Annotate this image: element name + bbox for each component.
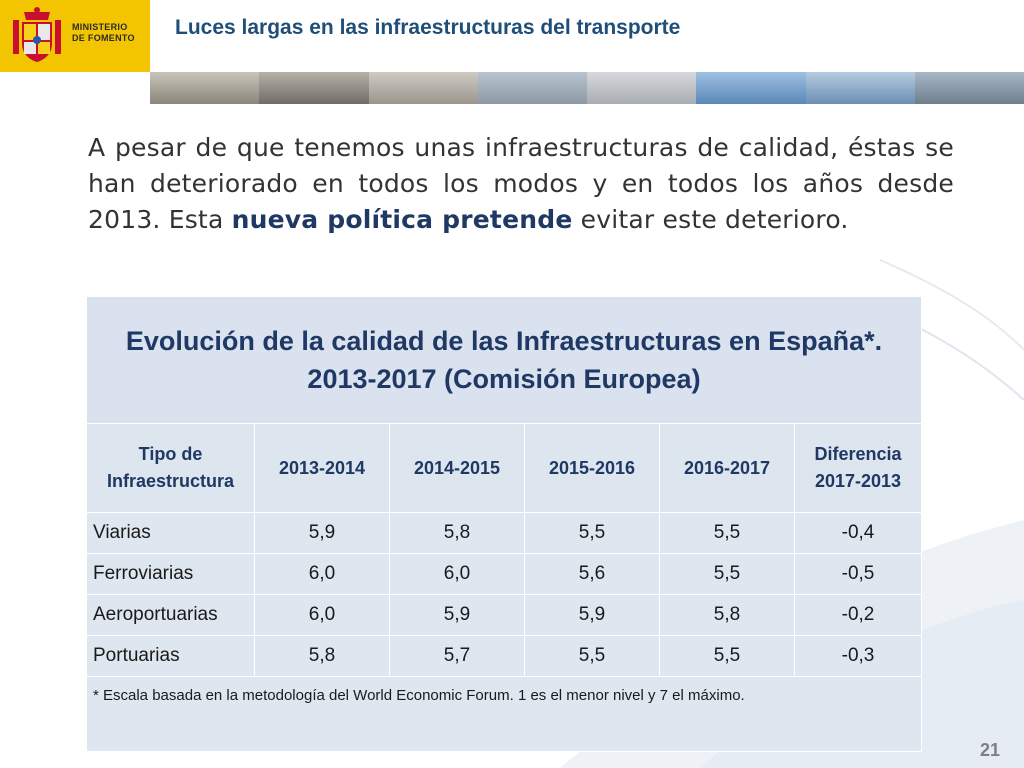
- page-number: 21: [979, 740, 1000, 760]
- table-row: Aeroportuarias 6,0 5,9 5,9 5,8 -0,2: [86, 594, 922, 636]
- table-cell: -0,5: [794, 553, 922, 595]
- ministry-line-1: MINISTERIO: [72, 22, 128, 32]
- intro-text-start: A pesar de que tenemos unas infraestruct…: [88, 133, 954, 234]
- intro-text-end: evitar este deterioro.: [572, 205, 849, 234]
- table-header-row: Tipo de Infraestructura 2013-2014 2014-2…: [86, 423, 922, 513]
- table-cell: 5,5: [659, 635, 795, 677]
- table-cell: 5,8: [389, 512, 525, 554]
- header-2016-2017: 2016-2017: [659, 423, 795, 513]
- row-label: Portuarias: [86, 635, 255, 677]
- coat-of-arms-icon: [13, 7, 61, 62]
- table-cell: -0,4: [794, 512, 922, 554]
- header-difference: Diferencia 2017-2013: [794, 423, 922, 513]
- table-cell: 5,9: [254, 512, 390, 554]
- table-cell: 5,6: [524, 553, 660, 595]
- table-cell: 5,9: [524, 594, 660, 636]
- row-label: Viarias: [86, 512, 255, 554]
- table-cell: 5,5: [524, 635, 660, 677]
- page-title: Luces largas en las infraestructuras del…: [175, 16, 681, 39]
- table-row: Ferroviarias 6,0 6,0 5,6 5,5 -0,5: [86, 553, 922, 595]
- table-footnote: * Escala basada en la metodología del Wo…: [86, 676, 922, 752]
- table-cell: 5,8: [254, 635, 390, 677]
- table-cell: -0,3: [794, 635, 922, 677]
- row-label: Ferroviarias: [86, 553, 255, 595]
- header-photo-strip: [150, 72, 1024, 104]
- ministry-logo: MINISTERIO DE FOMENTO: [0, 0, 150, 72]
- table-cell: 6,0: [389, 553, 525, 595]
- table-cell: -0,2: [794, 594, 922, 636]
- intro-bold-text: nueva política pretende: [231, 205, 573, 234]
- header-2013-2014: 2013-2014: [254, 423, 390, 513]
- table-cell: 5,5: [524, 512, 660, 554]
- header-2014-2015: 2014-2015: [389, 423, 525, 513]
- table-cell: 6,0: [254, 594, 390, 636]
- table-title: Evolución de la calidad de las Infraestr…: [86, 296, 922, 424]
- ministry-name: MINISTERIO DE FOMENTO: [72, 22, 135, 44]
- table-cell: 5,8: [659, 594, 795, 636]
- table-cell: 5,5: [659, 553, 795, 595]
- header-type: Tipo de Infraestructura: [86, 423, 255, 513]
- table-row: Viarias 5,9 5,8 5,5 5,5 -0,4: [86, 512, 922, 554]
- row-label: Aeroportuarias: [86, 594, 255, 636]
- table-cell: 5,5: [659, 512, 795, 554]
- table-cell: 5,7: [389, 635, 525, 677]
- header-2015-2016: 2015-2016: [524, 423, 660, 513]
- ministry-line-2: DE FOMENTO: [72, 33, 135, 43]
- table-cell: 5,9: [389, 594, 525, 636]
- infrastructure-quality-table: Evolución de la calidad de las Infraestr…: [86, 296, 922, 752]
- table-row: Portuarias 5,8 5,7 5,5 5,5 -0,3: [86, 635, 922, 677]
- table-cell: 6,0: [254, 553, 390, 595]
- intro-paragraph: A pesar de que tenemos unas infraestruct…: [88, 130, 954, 238]
